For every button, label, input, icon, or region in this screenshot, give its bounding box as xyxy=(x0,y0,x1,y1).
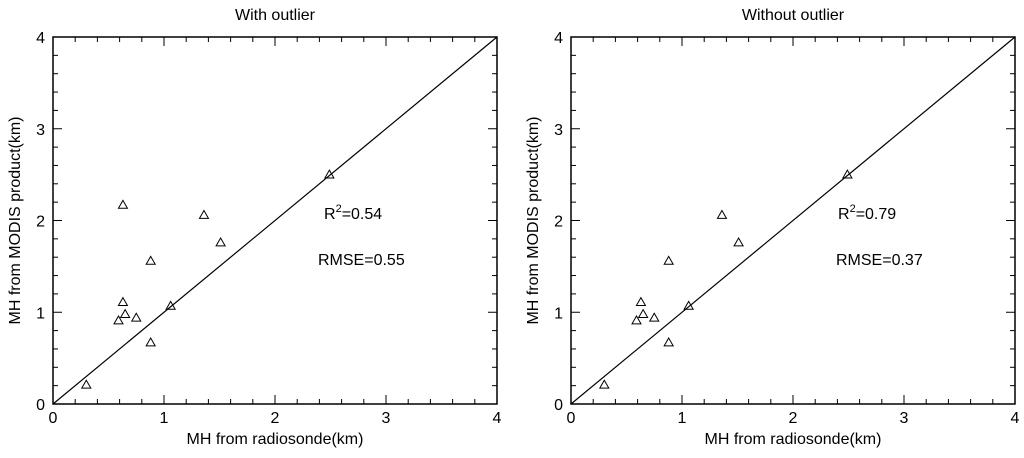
data-point xyxy=(117,296,129,307)
y-tick-label: 4 xyxy=(36,30,45,47)
data-point xyxy=(842,169,853,179)
x-tick-label: 0 xyxy=(49,410,58,427)
data-point xyxy=(119,308,131,318)
x-tick-label: 1 xyxy=(678,410,687,427)
data-point xyxy=(733,237,744,247)
data-point xyxy=(113,314,124,325)
data-point xyxy=(598,379,610,389)
data-point xyxy=(130,312,142,322)
chart-panel-2: Without outlier 0 1 2 3 4 0 1 2 3 4 MH from radioso… xyxy=(525,7,1020,448)
y-axis-label: MH from MODIS product(km) xyxy=(525,116,542,324)
rmse-annotation: RMSE=0.37 xyxy=(836,252,923,269)
x-axis-label: MH from radiosonde(km) xyxy=(187,431,364,448)
x-axis-label: MH from radiosonde(km) xyxy=(705,431,882,448)
x-tick-label: 2 xyxy=(271,410,280,427)
x-tick-label: 4 xyxy=(493,410,502,427)
data-point xyxy=(215,237,226,247)
data-point xyxy=(117,199,129,209)
one-to-one-line xyxy=(52,36,498,405)
data-point xyxy=(80,379,92,389)
x-tick-label: 2 xyxy=(789,410,798,427)
r-squared-annotation: R2=0.54 xyxy=(324,203,382,223)
one-to-one-line xyxy=(570,36,1016,405)
y-tick-label: 4 xyxy=(554,30,563,47)
data-point xyxy=(648,312,660,322)
data-point xyxy=(324,169,335,179)
chart-title: With outlier xyxy=(235,7,316,24)
rmse-annotation: RMSE=0.55 xyxy=(318,252,405,269)
y-tick-label: 2 xyxy=(36,214,45,231)
x-tick-label: 1 xyxy=(160,410,169,427)
x-tick-label: 3 xyxy=(900,410,909,427)
y-axis-label: MH from MODIS product(km) xyxy=(7,116,24,324)
data-point xyxy=(635,296,647,307)
y-tick-label: 3 xyxy=(554,122,563,139)
x-tick-label: 0 xyxy=(567,410,576,427)
data-point xyxy=(145,337,157,347)
chart-title: Without outlier xyxy=(742,7,845,24)
y-tick-label: 1 xyxy=(36,305,45,322)
data-point xyxy=(683,300,695,310)
y-tick-label: 0 xyxy=(554,397,563,414)
data-point xyxy=(165,300,177,310)
y-tick-label: 1 xyxy=(554,305,563,322)
data-point xyxy=(198,209,210,219)
y-tick-label: 0 xyxy=(36,397,45,414)
x-tick-label: 3 xyxy=(382,410,391,427)
r-squared-annotation: R2=0.79 xyxy=(838,203,896,223)
chart-panel-1: With outlier 0 1 2 3 4 0 1 2 3 4 MH from radiosonde… xyxy=(7,7,502,448)
y-tick-label: 2 xyxy=(554,214,563,231)
data-point xyxy=(637,308,649,318)
data-point xyxy=(663,255,675,265)
x-tick-label: 4 xyxy=(1011,410,1020,427)
data-point xyxy=(631,314,642,325)
data-point xyxy=(663,337,675,347)
data-point xyxy=(145,255,157,265)
data-point xyxy=(716,209,728,219)
y-tick-label: 3 xyxy=(36,122,45,139)
